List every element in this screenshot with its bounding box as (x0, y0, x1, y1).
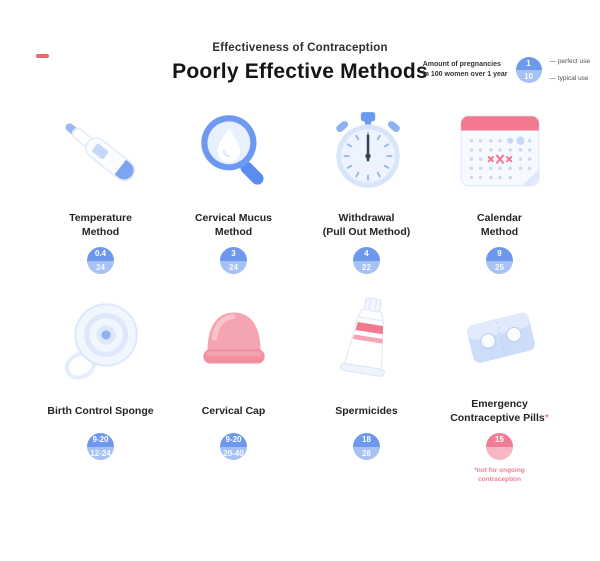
spermicide-tube-icon (339, 297, 385, 378)
typical-use-value: 22 (353, 260, 380, 274)
method-card-emergency-pills: Emergency Contraceptive Pills* 15 *not f… (433, 292, 566, 485)
typical-use-value: 24 (220, 260, 247, 274)
infographic-subtitle: Effectiveness of Contraception (212, 42, 388, 54)
corner-dash (36, 54, 49, 58)
typical-use-value (486, 446, 513, 460)
typical-use-value: 28 (353, 446, 380, 460)
typical-use-value: 25 (486, 260, 513, 274)
method-label: Birth Control Sponge (47, 404, 154, 417)
methods-grid: Temperature Method 0.4 24 Cervical Mucus… (34, 106, 566, 485)
legend-perfect-label: — perfect use (549, 58, 590, 65)
legend-rate-badge: 1 10 (515, 57, 542, 83)
perfect-use-value: 18 (353, 433, 380, 447)
typical-use-value: 20-40 (220, 446, 247, 460)
rate-badge: 15 (486, 433, 513, 460)
stopwatch-icon (335, 112, 400, 188)
method-card-cervical-cap: Cervical Cap 9-20 20-40 (167, 292, 300, 485)
legend-caption-line1: Amount of pregnancies (422, 61, 501, 69)
legend-typical-value: 10 (515, 70, 542, 83)
method-label: Temperature Method (69, 212, 132, 238)
perfect-use-value: 9 (486, 247, 513, 261)
typical-use-value: 24 (87, 260, 114, 274)
method-card-sponge: Birth Control Sponge 9-20 12-24 (34, 292, 167, 485)
method-label: Emergency Contraceptive Pills* (450, 398, 549, 424)
perfect-use-value: 15 (486, 433, 513, 447)
legend-labels: — perfect use — typical use (550, 58, 590, 82)
perfect-use-value: 9-20 (220, 433, 247, 447)
emergency-pills-footnote: *not for ongoing contraception (474, 467, 525, 484)
rate-badge: 18 28 (353, 433, 380, 460)
method-label: Withdrawal (Pull Out Method) (322, 212, 411, 238)
thermometer-icon (64, 123, 135, 182)
legend: Amount of pregnancies in 100 women over … (423, 57, 590, 83)
method-label: Spermicides (335, 404, 398, 417)
method-card-cervical-mucus: Cervical Mucus Method 3 24 (167, 106, 300, 274)
method-label: Cervical Cap (201, 404, 266, 417)
rate-badge: 9 25 (486, 247, 513, 274)
legend-typical-label: — typical use (549, 75, 589, 82)
perfect-use-value: 4 (353, 247, 380, 261)
cervical-cap-icon (202, 312, 265, 364)
footnote-asterisk: * (544, 411, 549, 424)
typical-use-value: 12-24 (87, 446, 114, 460)
method-card-calendar: Calendar Method 9 25 (433, 106, 566, 274)
rate-badge: 9-20 12-24 (87, 433, 114, 460)
rate-badge: 0.4 24 (87, 247, 114, 274)
method-card-spermicides: Spermicides 18 28 (300, 292, 433, 485)
sponge-icon (64, 303, 138, 380)
rate-badge: 4 22 (353, 247, 380, 274)
legend-caption: Amount of pregnancies in 100 women over … (423, 60, 508, 80)
perfect-use-value: 0.4 (87, 247, 114, 261)
page-title: Poorly Effective Methods (172, 60, 428, 83)
infographic-canvas: { "decor": { "corner_dash_color": "#e96a… (0, 42, 600, 561)
method-label: Calendar Method (477, 212, 522, 238)
rate-badge: 3 24 (220, 247, 247, 274)
legend-caption-line2: in 100 women over 1 year (422, 71, 508, 78)
perfect-use-value: 9-20 (87, 433, 114, 447)
perfect-use-value: 3 (220, 247, 247, 261)
method-card-temperature: Temperature Method 0.4 24 (34, 106, 167, 274)
rate-badge: 9-20 20-40 (220, 433, 247, 460)
blister-pack-icon (466, 312, 535, 363)
method-label: Cervical Mucus Method (194, 212, 273, 238)
magnifier-drop-icon (200, 115, 264, 185)
calendar-icon (459, 115, 540, 187)
method-card-withdrawal: Withdrawal (Pull Out Method) 4 22 (300, 106, 433, 274)
legend-perfect-value: 1 (515, 57, 542, 70)
